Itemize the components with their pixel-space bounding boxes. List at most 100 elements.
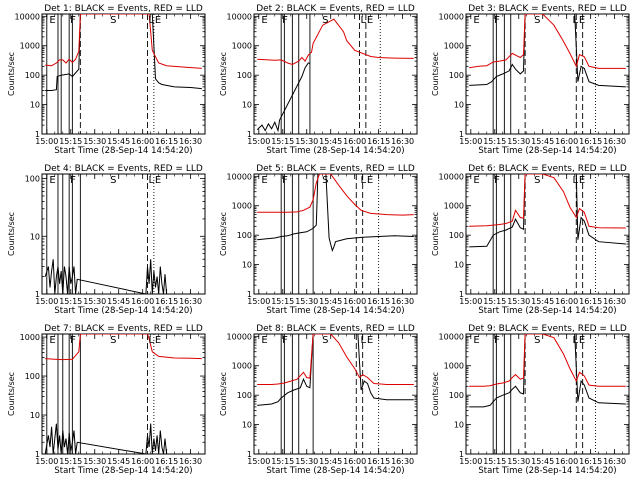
x-tick-label: 16:00 <box>131 297 154 306</box>
plot-frame <box>41 173 206 295</box>
y-tick-label: 1 <box>35 450 40 459</box>
series-events <box>256 62 311 133</box>
x-axis-label: Start Time (28-Sep-14 14:54:20) <box>478 466 616 476</box>
event-marker-label: E <box>261 175 267 186</box>
y-tick-label: 10000 <box>439 172 464 181</box>
x-tick-label: 16:00 <box>131 457 154 466</box>
event-marker-label: F <box>70 335 76 346</box>
x-tick-label: 16:00 <box>343 457 366 466</box>
y-tick-label: 1 <box>35 290 40 299</box>
plot-frame <box>465 333 630 455</box>
event-marker-label: E <box>473 15 479 26</box>
x-tick-label: 16:30 <box>603 457 626 466</box>
x-tick-label: 16:30 <box>603 297 626 306</box>
x-tick-label: 15:45 <box>319 457 342 466</box>
x-tick-label: 16:15 <box>367 297 390 306</box>
y-tick-label: 1 <box>247 450 252 459</box>
event-marker-label: E <box>473 335 479 346</box>
x-tick-label: 15:45 <box>531 137 554 146</box>
x-axis-label: Start Time (28-Sep-14 14:54:20) <box>54 146 192 156</box>
panel-title: Det 3: BLACK = Events, RED = LLD <box>468 4 627 14</box>
y-tick-label: 1 <box>459 450 464 459</box>
x-tick-label: 16:15 <box>579 297 602 306</box>
event-marker-label: L <box>572 175 578 186</box>
y-tick-label: 10 <box>454 421 464 430</box>
event-marker-label: E <box>49 15 55 26</box>
event-marker-label: E <box>579 335 585 346</box>
y-tick-label: 1000 <box>20 333 40 342</box>
y-tick-label: 10000 <box>227 12 252 21</box>
x-tick-label: 16:30 <box>391 137 414 146</box>
series-lld <box>45 14 202 69</box>
x-tick-label: 16:00 <box>555 297 578 306</box>
series-lld <box>257 334 414 385</box>
x-tick-label: 15:15 <box>59 457 82 466</box>
x-tick-label: 15:00 <box>247 297 270 306</box>
x-tick-label: 15:30 <box>507 457 530 466</box>
panel-det-8: Det 8: BLACK = Events, RED = LLD 1 10 100 10… <box>219 324 418 476</box>
panel-title: Det 6: BLACK = Events, RED = LLD <box>468 164 627 174</box>
event-marker-label: E <box>473 175 479 186</box>
x-tick-label: 15:00 <box>247 457 270 466</box>
event-marker-label: S <box>110 335 116 346</box>
y-tick-label: 10000 <box>227 332 252 341</box>
x-tick-label: 15:30 <box>507 137 530 146</box>
x-tick-label: 15:00 <box>459 137 482 146</box>
x-axis-label: Start Time (28-Sep-14 14:54:20) <box>54 306 192 316</box>
y-tick-label: 10 <box>242 421 252 430</box>
event-marker-label: F <box>282 335 288 346</box>
panel-det-7: Det 7: BLACK = Events, RED = LLD 1 10 100 10… <box>7 324 206 476</box>
x-tick-label: 16:00 <box>343 137 366 146</box>
y-tick-label: 10000 <box>227 172 252 181</box>
y-axis-label: Counts/sec <box>219 52 228 96</box>
panel-title: Det 9: BLACK = Events, RED = LLD <box>468 324 627 334</box>
panel-title: Det 1: BLACK = Events, RED = LLD <box>44 4 203 14</box>
y-tick-label: 100 <box>237 71 252 80</box>
event-marker-label: F <box>282 175 288 186</box>
y-tick-label: 1000 <box>444 42 464 51</box>
x-axis-label: Start Time (28-Sep-14 14:54:20) <box>54 466 192 476</box>
y-axis-label: Counts/sec <box>431 212 440 256</box>
y-tick-label: 1 <box>247 290 252 299</box>
y-tick-label: 10000 <box>439 332 464 341</box>
x-tick-label: 15:15 <box>59 137 82 146</box>
x-tick-label: 16:15 <box>155 297 178 306</box>
series-events <box>257 334 414 406</box>
event-marker-label: L <box>148 15 154 26</box>
x-tick-label: 15:15 <box>271 137 294 146</box>
x-tick-label: 15:30 <box>295 457 318 466</box>
x-tick-label: 15:00 <box>35 297 58 306</box>
x-tick-label: 15:15 <box>483 137 506 146</box>
x-tick-label: 15:45 <box>319 297 342 306</box>
y-tick-label: 100 <box>449 231 464 240</box>
event-marker-label: E <box>579 15 585 26</box>
event-marker-label: F <box>494 175 500 186</box>
x-tick-label: 16:30 <box>391 457 414 466</box>
event-marker-label: S <box>110 175 116 186</box>
panel-title: Det 5: BLACK = Events, RED = LLD <box>256 164 415 174</box>
x-axis-label: Start Time (28-Sep-14 14:54:20) <box>478 306 616 316</box>
event-marker-label: S <box>534 15 540 26</box>
x-tick-label: 16:15 <box>367 137 390 146</box>
event-marker-label: E <box>261 15 267 26</box>
panel-det-1: Det 1: BLACK = Events, RED = LLD 1 10 100 10… <box>7 4 206 156</box>
event-marker-label: S <box>322 15 328 26</box>
y-axis-label: Counts/sec <box>219 372 228 416</box>
event-marker-label: L <box>572 15 578 26</box>
event-marker-label: F <box>70 15 76 26</box>
x-tick-label: 15:45 <box>107 457 130 466</box>
y-axis-label: Counts/sec <box>7 372 16 416</box>
y-tick-label: 100 <box>449 391 464 400</box>
event-marker-label: F <box>70 175 76 186</box>
x-tick-label: 16:15 <box>155 457 178 466</box>
panel-det-3: Det 3: BLACK = Events, RED = LLD 1 10 100 10… <box>431 4 630 156</box>
y-tick-label: 100 <box>237 231 252 240</box>
panel-det-5: Det 5: BLACK = Events, RED = LLD 1 10 100 10… <box>219 164 418 316</box>
event-marker-label: L <box>148 175 154 186</box>
event-marker-label: S <box>110 15 116 26</box>
y-tick-label: 10 <box>242 101 252 110</box>
y-axis-label: Counts/sec <box>431 52 440 96</box>
y-axis-label: Counts/sec <box>7 52 16 96</box>
event-marker-label: E <box>367 335 373 346</box>
